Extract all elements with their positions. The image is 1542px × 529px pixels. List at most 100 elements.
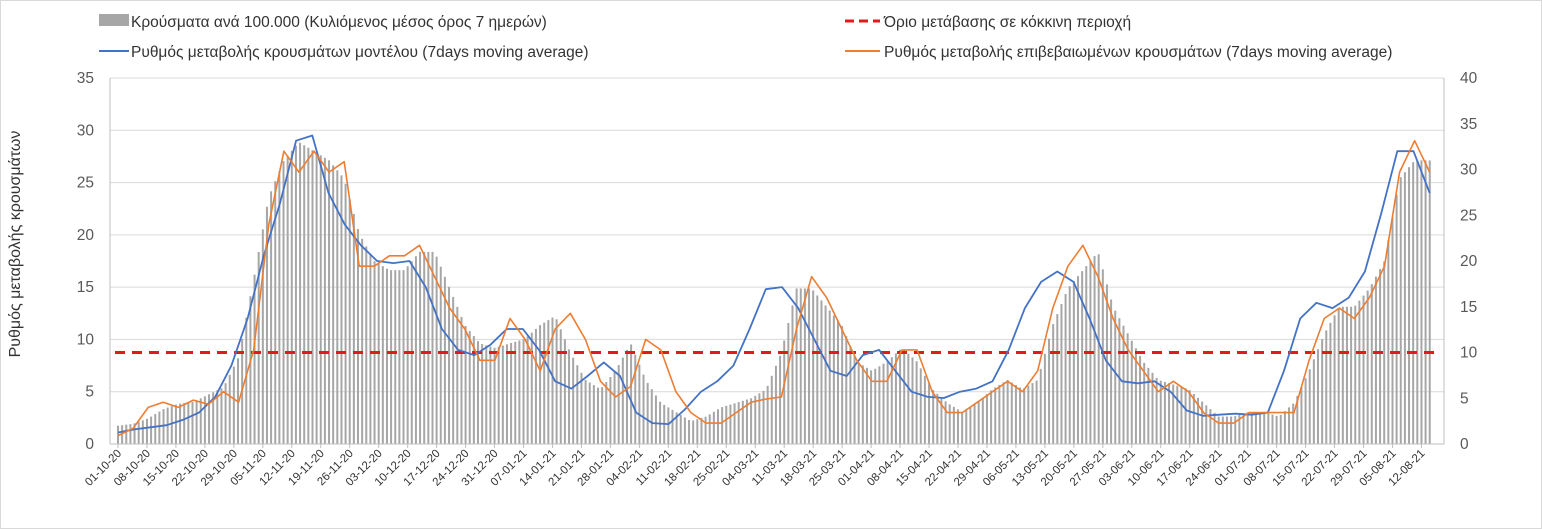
bar — [344, 183, 347, 444]
bar — [179, 403, 182, 444]
bar — [208, 394, 211, 444]
bar — [1085, 266, 1088, 444]
bar — [423, 251, 426, 444]
bar — [1341, 306, 1344, 444]
bar — [1275, 415, 1278, 444]
bar — [907, 353, 910, 444]
bar — [1391, 217, 1394, 444]
bar — [145, 418, 148, 444]
left-tick-label: 35 — [77, 70, 94, 87]
bar — [750, 398, 753, 444]
bar — [456, 306, 459, 444]
bar — [572, 357, 575, 444]
bar — [522, 339, 525, 444]
bar — [265, 206, 268, 444]
bar — [1027, 385, 1030, 444]
bar — [795, 288, 798, 444]
bar — [1424, 160, 1427, 444]
bar — [299, 142, 302, 444]
bar — [630, 344, 633, 444]
bar — [1014, 385, 1017, 444]
bar — [489, 346, 492, 444]
bar — [286, 155, 289, 445]
bar — [1308, 369, 1311, 444]
bar — [853, 356, 856, 444]
bar — [642, 374, 645, 444]
bar — [311, 150, 314, 444]
bar — [787, 323, 790, 444]
bar — [990, 390, 993, 444]
bar — [530, 332, 533, 444]
bar — [141, 420, 144, 444]
bar — [294, 145, 297, 445]
bar — [1056, 314, 1059, 444]
bar — [1147, 367, 1150, 444]
bar — [899, 349, 902, 444]
bar — [1230, 416, 1233, 444]
bar — [1180, 386, 1183, 444]
bar — [1263, 412, 1266, 444]
bar — [551, 317, 554, 444]
bar — [1379, 269, 1382, 444]
bar — [601, 387, 604, 444]
bar — [361, 238, 364, 444]
bar — [1172, 384, 1175, 444]
bar — [597, 387, 599, 444]
bar — [216, 390, 219, 444]
bar — [679, 414, 682, 444]
bar — [617, 365, 620, 444]
bar — [1081, 271, 1084, 444]
bar — [1420, 160, 1423, 444]
bar — [1329, 322, 1332, 444]
bar — [1333, 315, 1336, 444]
bar — [1064, 293, 1067, 444]
right-tick-label: 15 — [1460, 299, 1477, 316]
bar — [1254, 411, 1257, 444]
bar — [654, 395, 657, 444]
bar — [232, 366, 235, 444]
bar — [1374, 276, 1377, 444]
bar — [497, 346, 500, 444]
bar — [977, 401, 980, 444]
bar — [985, 394, 988, 444]
bar — [1292, 403, 1295, 444]
bar — [1325, 330, 1328, 444]
bar — [419, 251, 422, 444]
bar — [936, 393, 939, 444]
bar — [559, 329, 562, 444]
bar — [518, 340, 521, 444]
legend: Κρούσματα ανά 100.000 (Κυλιόμενος μέσος … — [99, 14, 1392, 61]
right-tick-label: 25 — [1460, 207, 1477, 224]
right-tick-label: 10 — [1460, 345, 1478, 362]
legend-item-model: Ρυθμός μεταβολής κρουσμάτων μοντέλου (7d… — [99, 44, 589, 61]
bar — [580, 372, 583, 444]
bar — [1155, 377, 1158, 444]
bar — [381, 266, 384, 444]
bar — [1077, 276, 1079, 444]
left-tick-label: 25 — [77, 175, 94, 192]
bar — [1317, 349, 1319, 444]
left-tick-label: 20 — [77, 227, 95, 244]
bar — [700, 417, 703, 444]
bar — [957, 409, 959, 444]
bar — [646, 382, 649, 444]
bar — [1184, 388, 1187, 444]
model-series-line — [117, 134, 1431, 434]
bar — [857, 362, 860, 444]
bar — [1217, 416, 1220, 444]
bar — [845, 336, 848, 444]
bar — [319, 155, 322, 444]
bar — [1118, 318, 1121, 444]
bar — [1395, 194, 1398, 444]
bar — [981, 397, 984, 444]
bar — [485, 345, 488, 444]
bar — [539, 325, 542, 444]
bar — [1321, 339, 1324, 444]
bar — [808, 288, 811, 444]
bar — [1312, 359, 1315, 444]
bar — [1225, 416, 1228, 444]
bar — [1110, 299, 1113, 444]
axes — [109, 78, 1445, 445]
bar — [1383, 261, 1386, 444]
